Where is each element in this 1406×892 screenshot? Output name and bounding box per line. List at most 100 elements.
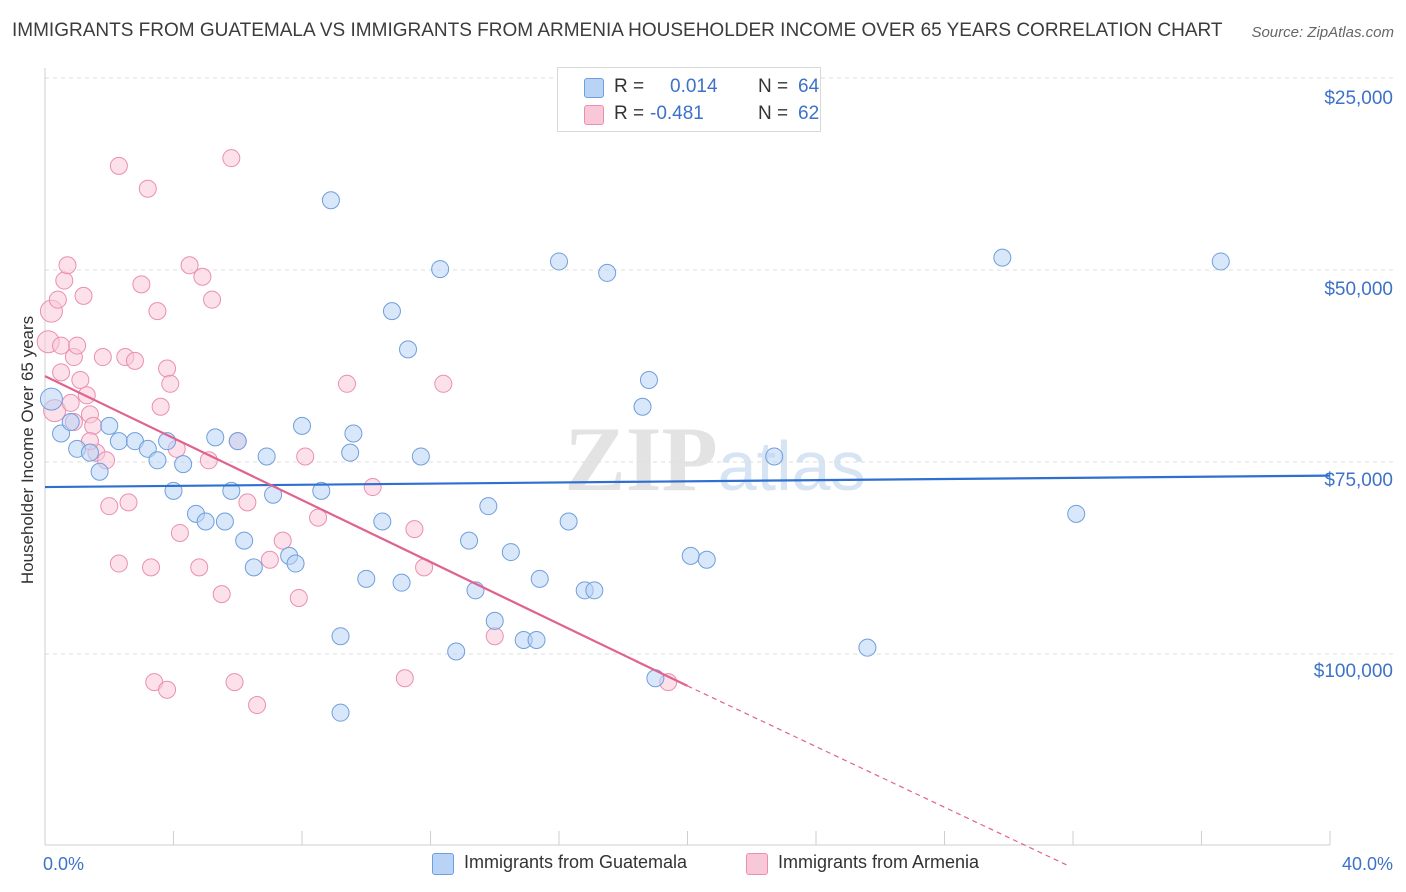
armenia-point <box>148 302 167 321</box>
armenia-point <box>55 271 74 290</box>
legend-n-label: N = <box>758 76 789 97</box>
armenia-point <box>132 275 151 294</box>
y-tick-label: $25,000 <box>1324 88 1393 109</box>
armenia-point <box>273 531 292 550</box>
guatemala-point <box>479 497 498 516</box>
legend-r-value: 0.014 <box>670 76 718 97</box>
armenia-point <box>109 156 128 175</box>
armenia-point <box>93 348 112 367</box>
armenia-point <box>225 673 244 692</box>
guatemala-point <box>61 413 80 432</box>
guatemala-point <box>382 302 401 321</box>
guatemala-point <box>174 455 193 474</box>
trend-lines <box>44 375 1331 866</box>
armenia-point <box>158 359 177 378</box>
x-tick-label: 0.0% <box>43 854 84 874</box>
armenia-trend-extension <box>687 685 1067 866</box>
guatemala-point <box>550 252 568 271</box>
armenia-point <box>158 680 177 699</box>
guatemala-point <box>392 573 411 592</box>
guatemala-point <box>344 424 363 443</box>
armenia-point <box>138 179 157 198</box>
watermark-text: ZIPatlas <box>564 408 865 510</box>
guatemala-point <box>1211 252 1230 271</box>
watermark: ZIPatlas <box>564 408 865 510</box>
guatemala-point <box>1067 504 1086 523</box>
guatemala-point <box>530 569 549 588</box>
armenia-point <box>52 363 71 382</box>
guatemala-point <box>633 397 652 416</box>
armenia-point <box>363 478 382 497</box>
guatemala-point <box>341 443 360 462</box>
guatemala-point <box>357 569 376 588</box>
guatemala-point <box>447 642 466 661</box>
guatemala-point <box>485 611 504 630</box>
guatemala-point <box>321 191 340 210</box>
stats-legend: R = 0.014 N = 64 R = -0.481 N = 62 <box>557 67 821 132</box>
guatemala-point <box>697 550 716 569</box>
armenia-point <box>48 290 67 309</box>
legend-r-label: R = <box>614 76 645 97</box>
armenia-point <box>190 558 209 577</box>
armenia-point <box>212 585 231 604</box>
guatemala-point <box>431 260 450 279</box>
guatemala-point <box>312 481 331 500</box>
guatemala-point <box>331 627 350 646</box>
armenia-point <box>68 336 87 355</box>
legend-r-label: R = <box>614 103 645 124</box>
tick-labels: $25,000 $50,000 $75,000 $100,000 0.0% 40.0% <box>43 88 1393 874</box>
armenia-point <box>222 149 241 168</box>
armenia-point <box>71 370 90 389</box>
guatemala-point <box>559 512 578 531</box>
armenia-point <box>58 256 77 275</box>
guatemala-point <box>598 263 617 282</box>
legend-n-value: 62 <box>798 103 820 124</box>
guatemala-point <box>39 387 63 411</box>
armenia-point <box>248 696 267 715</box>
guatemala-point <box>858 638 877 657</box>
guatemala-point <box>196 512 215 531</box>
guatemala-point <box>399 340 418 359</box>
armenia-trend-line <box>44 375 688 687</box>
legend-label-armenia: Immigrants from Armenia <box>778 852 980 872</box>
armenia-point <box>170 523 189 542</box>
armenia-point <box>84 416 103 435</box>
armenia-point <box>296 447 315 466</box>
guatemala-point <box>286 554 305 573</box>
guatemala-point <box>331 703 350 722</box>
armenia-point <box>485 627 504 646</box>
armenia-point <box>238 493 257 512</box>
armenia-point <box>142 558 161 577</box>
guatemala-point <box>206 428 225 447</box>
guatemala-points <box>39 191 1230 722</box>
y-axis-title: Householder Income Over 65 years <box>18 315 37 585</box>
guatemala-point <box>765 447 784 466</box>
guatemala-point <box>527 631 546 650</box>
guatemala-point <box>148 451 167 470</box>
guatemala-point <box>501 543 520 562</box>
guatemala-point <box>235 531 254 550</box>
armenia-point <box>289 588 308 607</box>
guatemala-point <box>293 416 311 435</box>
guatemala-point <box>257 447 276 466</box>
guatemala-point <box>639 370 658 389</box>
guatemala-point <box>222 481 241 500</box>
guatemala-point <box>993 248 1012 267</box>
armenia-point <box>193 267 212 286</box>
guatemala-point <box>90 462 109 481</box>
guatemala-point <box>373 512 392 531</box>
guatemala-trend-line <box>44 474 1331 489</box>
armenia-point <box>434 374 453 393</box>
guatemala-point <box>52 424 71 443</box>
armenia-point <box>125 351 144 370</box>
armenia-point <box>203 290 222 309</box>
guatemala-point <box>215 512 234 531</box>
legend-n-value: 64 <box>798 76 820 97</box>
y-tick-label: $50,000 <box>1324 279 1393 300</box>
armenia-point <box>161 374 180 393</box>
guatemala-point <box>228 432 247 451</box>
guatemala-point <box>681 546 700 565</box>
armenia-point <box>309 508 328 527</box>
legend-r-value: -0.481 <box>650 103 704 124</box>
y-tick-label: $75,000 <box>1324 470 1393 491</box>
